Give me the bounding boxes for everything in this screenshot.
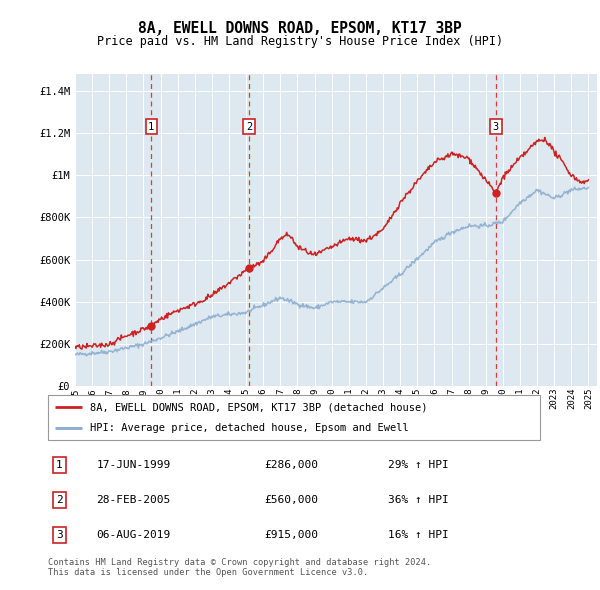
Text: 28-FEB-2005: 28-FEB-2005 — [97, 495, 171, 505]
Text: 2: 2 — [56, 495, 63, 505]
Text: 3: 3 — [493, 122, 499, 132]
Text: 3: 3 — [56, 530, 63, 540]
Text: 17-JUN-1999: 17-JUN-1999 — [97, 460, 171, 470]
Text: 29% ↑ HPI: 29% ↑ HPI — [388, 460, 449, 470]
Text: £286,000: £286,000 — [264, 460, 318, 470]
Text: 36% ↑ HPI: 36% ↑ HPI — [388, 495, 449, 505]
Text: 2: 2 — [246, 122, 252, 132]
Text: 8A, EWELL DOWNS ROAD, EPSOM, KT17 3BP: 8A, EWELL DOWNS ROAD, EPSOM, KT17 3BP — [138, 21, 462, 35]
Text: HPI: Average price, detached house, Epsom and Ewell: HPI: Average price, detached house, Epso… — [90, 422, 409, 432]
Text: 06-AUG-2019: 06-AUG-2019 — [97, 530, 171, 540]
Text: Contains HM Land Registry data © Crown copyright and database right 2024.
This d: Contains HM Land Registry data © Crown c… — [48, 558, 431, 577]
Text: £915,000: £915,000 — [264, 530, 318, 540]
Text: Price paid vs. HM Land Registry's House Price Index (HPI): Price paid vs. HM Land Registry's House … — [97, 35, 503, 48]
Text: 8A, EWELL DOWNS ROAD, EPSOM, KT17 3BP (detached house): 8A, EWELL DOWNS ROAD, EPSOM, KT17 3BP (d… — [90, 402, 427, 412]
Text: 16% ↑ HPI: 16% ↑ HPI — [388, 530, 449, 540]
Text: £560,000: £560,000 — [264, 495, 318, 505]
Text: 1: 1 — [56, 460, 63, 470]
Text: 1: 1 — [148, 122, 154, 132]
